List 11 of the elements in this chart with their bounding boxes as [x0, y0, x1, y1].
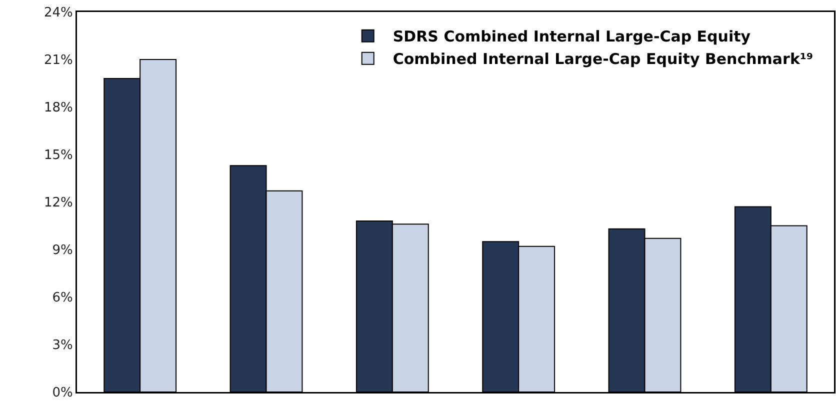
- y-tick-label: 12%: [44, 196, 73, 211]
- y-tick-label: 9%: [52, 243, 73, 258]
- legend-label: Combined Internal Large-Cap Equity Benchmark¹⁹: [392, 50, 814, 68]
- y-tick-label: 6%: [52, 290, 73, 306]
- y-tick-label: 15%: [44, 148, 73, 164]
- y-tick-label: 21%: [44, 53, 73, 68]
- legend-label: SDRS Combined Internal Large-Cap Equity: [392, 28, 751, 46]
- y-tick-label: 18%: [44, 100, 73, 116]
- y-tick-label: 24%: [44, 6, 73, 21]
- y-tick-label: 0%: [52, 386, 73, 401]
- y-tick-label: 3%: [52, 338, 73, 354]
